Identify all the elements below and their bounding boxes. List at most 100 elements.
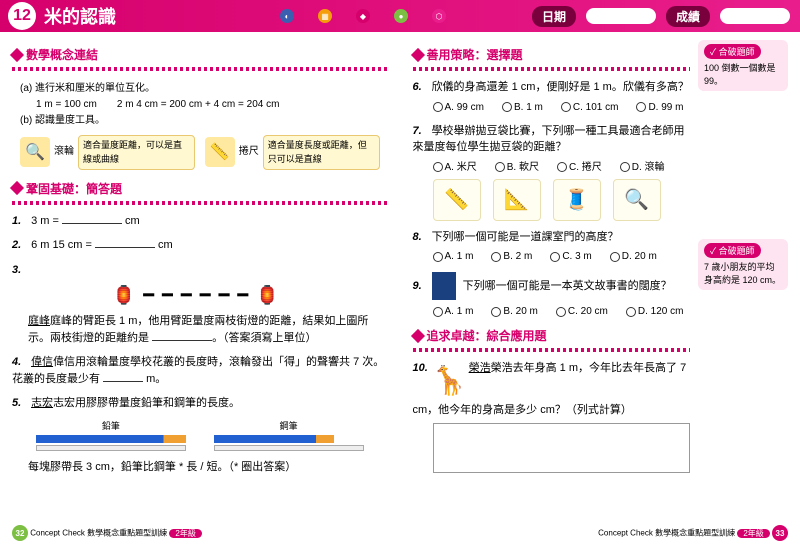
q-text: 欣儀的身高還差 1 cm，便剛好是 1 m。欣儀有多高？ bbox=[432, 81, 689, 93]
hint-box: ✓ 合破題師 100 倒數一個數是 99。 bbox=[698, 40, 788, 91]
name-underline: 榮浩 bbox=[469, 362, 491, 374]
answer-blank[interactable] bbox=[103, 381, 143, 382]
option[interactable]: A. 米尺 bbox=[433, 160, 477, 175]
q-text: 下列哪一個可能是一本英文故事書的闊度？ bbox=[463, 280, 672, 292]
question-2: 2. 6 m 15 cm = cm bbox=[12, 237, 388, 254]
main-content: 數學概念連結 (a) 進行米和厘米的單位互化。 1 m = 100 cm 2 m… bbox=[0, 32, 800, 492]
option[interactable]: B. 軟尺 bbox=[495, 160, 539, 175]
pencil-bar bbox=[36, 435, 186, 443]
hint-title: ✓ 合破題師 bbox=[704, 243, 761, 258]
tape-icon: 📏 bbox=[205, 137, 235, 167]
diamond-icon bbox=[410, 47, 424, 61]
section-title: 鞏固基礎：簡答題 bbox=[26, 180, 122, 197]
q-result: 每塊膠帶長 3 cm，鉛筆比鋼筆 * 長 / 短。（* 圈出答案） bbox=[12, 459, 388, 476]
tool-item: 📏 捲尺 適合量度長度或距離，但只可以是直線 bbox=[205, 135, 380, 170]
option[interactable]: D. 滾輪 bbox=[620, 160, 665, 175]
divider bbox=[413, 67, 691, 71]
question-6: 6. 欣儀的身高還差 1 cm，便剛好是 1 m。欣儀有多高？ A. 99 cm… bbox=[413, 79, 691, 115]
nav-icon: ⬡ bbox=[432, 9, 446, 23]
score-label: 成績 bbox=[666, 6, 710, 27]
q-unit: cm bbox=[122, 215, 140, 227]
diamond-icon bbox=[10, 47, 24, 61]
hint-text: 7 歲小朋友的平均身高約是 120 cm。 bbox=[704, 260, 782, 286]
date-input[interactable] bbox=[586, 8, 656, 24]
page-header: 12 米的認識 ◐ ▦ ◆ ● ⬡ 日期 成績 bbox=[0, 0, 800, 32]
options-row: A. 99 cm B. 1 m C. 101 cm D. 99 m bbox=[433, 100, 691, 115]
series-name: Concept Check 數學概念重點題型訓練 bbox=[598, 529, 735, 538]
option[interactable]: D. 20 m bbox=[610, 249, 657, 264]
answer-blank[interactable] bbox=[152, 340, 212, 341]
book-icon bbox=[432, 272, 456, 300]
q-num: 1. bbox=[12, 213, 28, 230]
options-row: A. 1 m B. 2 m C. 3 m D. 20 m bbox=[433, 249, 691, 264]
option[interactable]: C. 3 m bbox=[550, 249, 591, 264]
q-num: 8. bbox=[413, 229, 429, 246]
left-column: 數學概念連結 (a) 進行米和厘米的單位互化。 1 m = 100 cm 2 m… bbox=[12, 40, 388, 484]
hints-column: ✓ 合破題師 100 倒數一個數是 99。 ✓ 合破題師 7 歲小朋友的平均身高… bbox=[698, 40, 788, 484]
footer-right: Concept Check 數學概念重點題型訓練 2年級 33 bbox=[598, 525, 788, 541]
tool-images: 📏 📐 🧵 🔍 bbox=[433, 179, 691, 221]
pen-label: 鋼筆 bbox=[214, 420, 364, 434]
tool-desc: 適合量度長度或距離，但只可以是直線 bbox=[263, 135, 380, 170]
option[interactable]: C. 捲尺 bbox=[557, 160, 602, 175]
option[interactable]: D. 99 m bbox=[636, 100, 683, 115]
nav-icon: ▦ bbox=[318, 9, 332, 23]
wheel-icon: 🔍 bbox=[20, 137, 50, 167]
option[interactable]: B. 1 m bbox=[502, 100, 543, 115]
answer-blank[interactable] bbox=[95, 247, 155, 248]
date-label: 日期 bbox=[532, 6, 576, 27]
q-num: 4. bbox=[12, 354, 28, 371]
section-title: 追求卓越：綜合應用題 bbox=[427, 327, 547, 344]
footer-left: 32 Concept Check 數學概念重點題型訓練 2年級 bbox=[12, 525, 202, 541]
option[interactable]: B. 20 m bbox=[491, 304, 537, 319]
divider bbox=[12, 201, 388, 205]
giraffe-icon: 🦒 bbox=[432, 360, 462, 402]
option[interactable]: C. 101 cm bbox=[561, 100, 619, 115]
series-name: Concept Check 數學概念重點題型訓練 bbox=[30, 529, 167, 538]
option[interactable]: B. 2 m bbox=[491, 249, 532, 264]
options-row: A. 1 m B. 20 m C. 20 cm D. 120 cm bbox=[433, 304, 691, 319]
option[interactable]: A. 99 cm bbox=[433, 100, 484, 115]
q-num: 10. bbox=[413, 360, 429, 377]
question-8: 8. 下列哪一個可能是一道課室門的高度？ A. 1 m B. 2 m C. 3 … bbox=[413, 229, 691, 265]
tool-name: 捲尺 bbox=[239, 144, 259, 160]
tool-desc: 適合量度距離，可以是直線或曲線 bbox=[78, 135, 195, 170]
q-hint: 。（答案須寫上單位） bbox=[212, 332, 317, 344]
hint-box: ✓ 合破題師 7 歲小朋友的平均身高約是 120 cm。 bbox=[698, 239, 788, 290]
answer-box[interactable] bbox=[433, 423, 691, 473]
diamond-icon bbox=[410, 328, 424, 342]
right-column: 善用策略：選擇題 6. 欣儀的身高還差 1 cm，便剛好是 1 m。欣儀有多高？… bbox=[413, 40, 789, 484]
q-num: 2. bbox=[12, 237, 28, 254]
question-4: 4. 偉信偉信用滾輪量度學校花叢的長度時，滾輪發出「得」的聲響共 7 次。花叢的… bbox=[12, 354, 388, 387]
option[interactable]: A. 1 m bbox=[433, 249, 474, 264]
q-text: 下列哪一個可能是一道課室門的高度？ bbox=[432, 231, 619, 243]
name-underline: 志宏 bbox=[31, 397, 53, 409]
basic-section-header: 鞏固基礎：簡答題 bbox=[12, 180, 388, 197]
concept-b: (b) 認識量度工具。 bbox=[20, 113, 380, 129]
question-10: 10. 🦒 榮浩榮浩去年身高 1 m，今年比去年長高了 7 cm，他今年的身高是… bbox=[413, 360, 691, 473]
concept-box: (a) 進行米和厘米的單位互化。 1 m = 100 cm 2 m 4 cm =… bbox=[12, 77, 388, 174]
ruler bbox=[214, 445, 364, 451]
q-text: 志宏用膠膠帶量度鉛筆和鋼筆的長度。 bbox=[53, 397, 240, 409]
option[interactable]: C. 20 cm bbox=[556, 304, 608, 319]
header-icon-row: ◐ ▦ ◆ ● ⬡ bbox=[280, 9, 446, 23]
q-unit: cm bbox=[155, 239, 173, 251]
q-text: 6 m 15 cm = bbox=[31, 239, 95, 251]
tool-row: 🔍 滾輪 適合量度距離，可以是直線或曲線 📏 捲尺 適合量度長度或距離，但只可以… bbox=[20, 135, 380, 170]
ruler-img: 📏 bbox=[433, 179, 481, 221]
nav-icon: ◆ bbox=[356, 9, 370, 23]
answer-blank[interactable] bbox=[62, 223, 122, 224]
q-num: 5. bbox=[12, 395, 28, 412]
option[interactable]: D. 120 cm bbox=[626, 304, 684, 319]
score-input[interactable] bbox=[720, 8, 790, 24]
tool-name: 滾輪 bbox=[54, 144, 74, 160]
concept-a: (a) 進行米和厘米的單位互化。 bbox=[20, 81, 380, 97]
soft-ruler-img: 📐 bbox=[493, 179, 541, 221]
q-num: 9. bbox=[413, 278, 429, 295]
option[interactable]: A. 1 m bbox=[433, 304, 474, 319]
question-7: 7. 學校舉辦拋豆袋比賽，下列哪一種工具最適合老師用來量度每位學生拋豆袋的距離？… bbox=[413, 123, 691, 221]
right-main: 善用策略：選擇題 6. 欣儀的身高還差 1 cm，便剛好是 1 m。欣儀有多高？… bbox=[413, 40, 691, 484]
page-number: 33 bbox=[772, 525, 788, 541]
diamond-icon bbox=[10, 181, 24, 195]
chapter-number: 12 bbox=[8, 2, 36, 30]
